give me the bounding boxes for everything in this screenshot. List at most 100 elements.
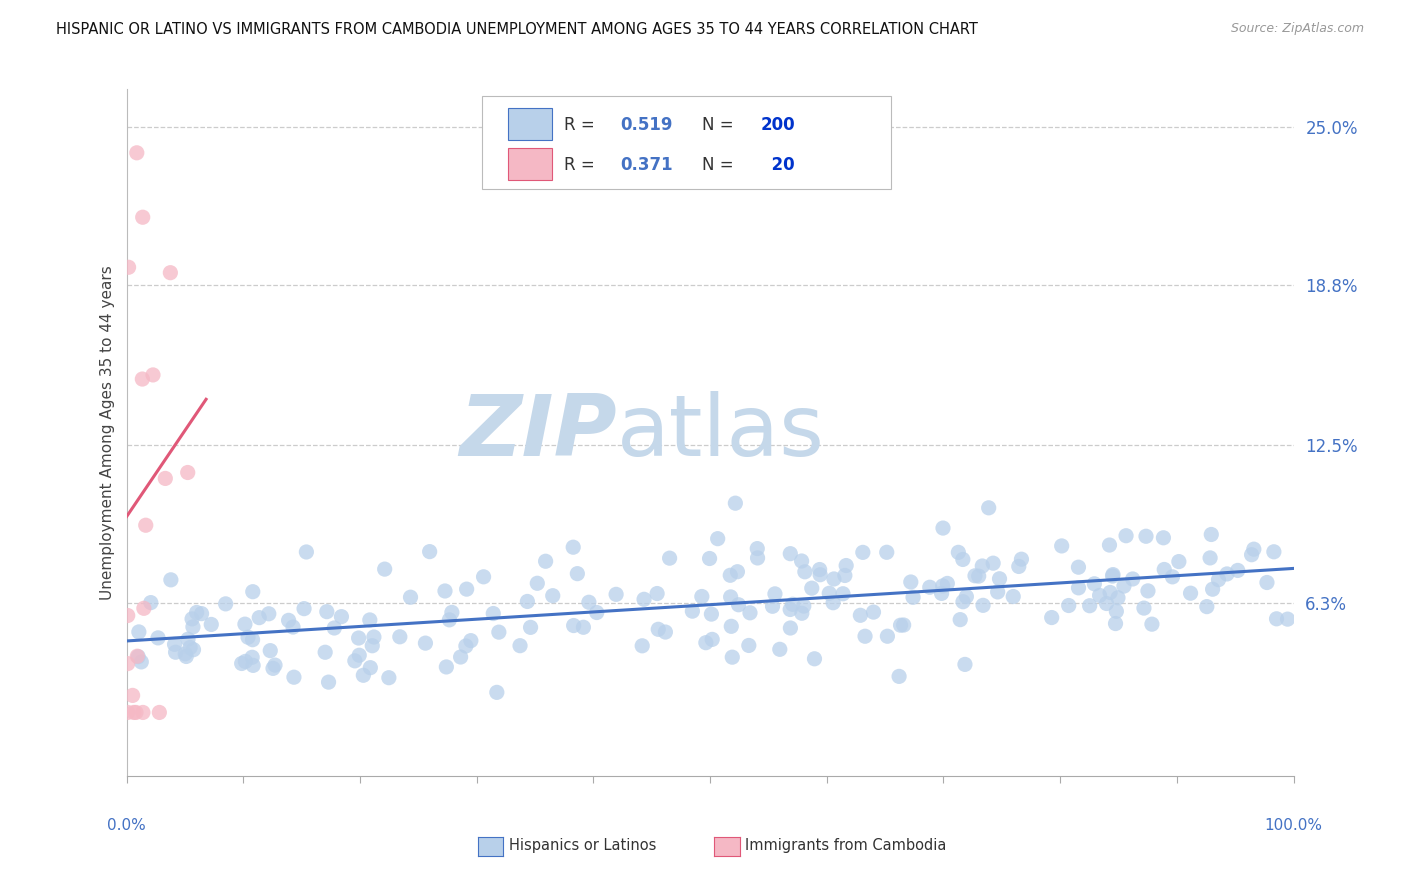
Point bbox=[1105, 604, 1128, 618]
Point bbox=[295, 545, 318, 559]
Point bbox=[233, 617, 256, 632]
Point bbox=[1201, 527, 1223, 541]
Point bbox=[1095, 597, 1118, 611]
Point bbox=[183, 642, 205, 657]
Point bbox=[519, 620, 541, 634]
Point bbox=[658, 551, 681, 566]
FancyBboxPatch shape bbox=[508, 147, 553, 179]
Point bbox=[948, 545, 970, 559]
Point bbox=[488, 625, 510, 640]
Point bbox=[900, 574, 922, 589]
Point bbox=[1265, 612, 1288, 626]
Point bbox=[1099, 585, 1122, 599]
Point bbox=[823, 596, 845, 610]
Point bbox=[440, 606, 463, 620]
Point bbox=[132, 706, 155, 720]
Point bbox=[790, 607, 813, 621]
Point bbox=[117, 608, 139, 623]
Point bbox=[526, 576, 548, 591]
Point bbox=[1135, 529, 1157, 543]
Point bbox=[242, 632, 264, 647]
Point bbox=[769, 642, 792, 657]
Point bbox=[330, 609, 353, 624]
Text: N =: N = bbox=[702, 116, 738, 134]
Point bbox=[645, 586, 668, 600]
Point bbox=[399, 591, 422, 605]
Text: 20: 20 bbox=[761, 155, 794, 174]
Point bbox=[1263, 545, 1285, 559]
Point bbox=[454, 639, 477, 653]
Point bbox=[174, 647, 197, 661]
Point bbox=[177, 466, 200, 480]
Point bbox=[155, 471, 177, 485]
Text: R =: R = bbox=[564, 116, 600, 134]
Point bbox=[363, 630, 385, 644]
Point bbox=[236, 630, 259, 644]
Point bbox=[1180, 586, 1202, 600]
Point bbox=[887, 669, 910, 683]
Point bbox=[702, 632, 724, 647]
Point bbox=[121, 689, 143, 703]
Point bbox=[352, 668, 374, 682]
Point bbox=[318, 675, 340, 690]
Point bbox=[129, 655, 152, 669]
Point bbox=[901, 591, 924, 605]
Point bbox=[1226, 563, 1249, 577]
Point bbox=[1067, 560, 1090, 574]
Point bbox=[690, 590, 713, 604]
Point bbox=[853, 629, 876, 643]
Point bbox=[314, 645, 336, 659]
Point bbox=[1078, 599, 1101, 613]
Point bbox=[700, 607, 723, 621]
Point bbox=[955, 590, 977, 604]
Point bbox=[359, 661, 381, 675]
Y-axis label: Unemployment Among Ages 35 to 44 years: Unemployment Among Ages 35 to 44 years bbox=[100, 265, 115, 600]
Point bbox=[720, 619, 742, 633]
Point bbox=[779, 602, 801, 616]
Point bbox=[359, 613, 381, 627]
Point bbox=[808, 563, 831, 577]
Point bbox=[160, 573, 183, 587]
Point bbox=[1161, 570, 1184, 584]
Point bbox=[142, 368, 165, 382]
Point bbox=[242, 584, 264, 599]
Point bbox=[378, 671, 401, 685]
Point bbox=[257, 607, 280, 621]
Point bbox=[135, 518, 157, 533]
Point bbox=[1256, 575, 1278, 590]
Point bbox=[122, 706, 145, 720]
Point bbox=[127, 649, 149, 664]
Point bbox=[1167, 555, 1189, 569]
Point bbox=[485, 685, 508, 699]
Point bbox=[177, 632, 200, 647]
Point bbox=[572, 620, 595, 634]
Point bbox=[132, 211, 155, 225]
Point bbox=[1008, 559, 1031, 574]
Point bbox=[1010, 552, 1032, 566]
Point bbox=[1277, 612, 1299, 626]
Point bbox=[654, 625, 676, 640]
Point bbox=[388, 630, 411, 644]
Point bbox=[727, 598, 749, 612]
Point bbox=[1216, 566, 1239, 581]
Text: N =: N = bbox=[702, 155, 738, 174]
Point bbox=[181, 612, 204, 626]
Point bbox=[699, 551, 721, 566]
Point bbox=[419, 544, 441, 558]
Point bbox=[931, 579, 953, 593]
Point bbox=[1067, 581, 1090, 595]
Point bbox=[1201, 582, 1223, 597]
Point bbox=[1153, 562, 1175, 576]
Point bbox=[918, 580, 941, 594]
Text: 0.519: 0.519 bbox=[620, 116, 672, 134]
Point bbox=[1102, 567, 1125, 582]
Point bbox=[793, 599, 815, 613]
Point bbox=[987, 585, 1010, 599]
Point bbox=[415, 636, 437, 650]
Point bbox=[981, 556, 1004, 570]
Point bbox=[283, 670, 305, 684]
Point bbox=[1136, 583, 1159, 598]
Point bbox=[159, 266, 181, 280]
Point bbox=[1122, 572, 1144, 586]
Point bbox=[862, 605, 884, 619]
